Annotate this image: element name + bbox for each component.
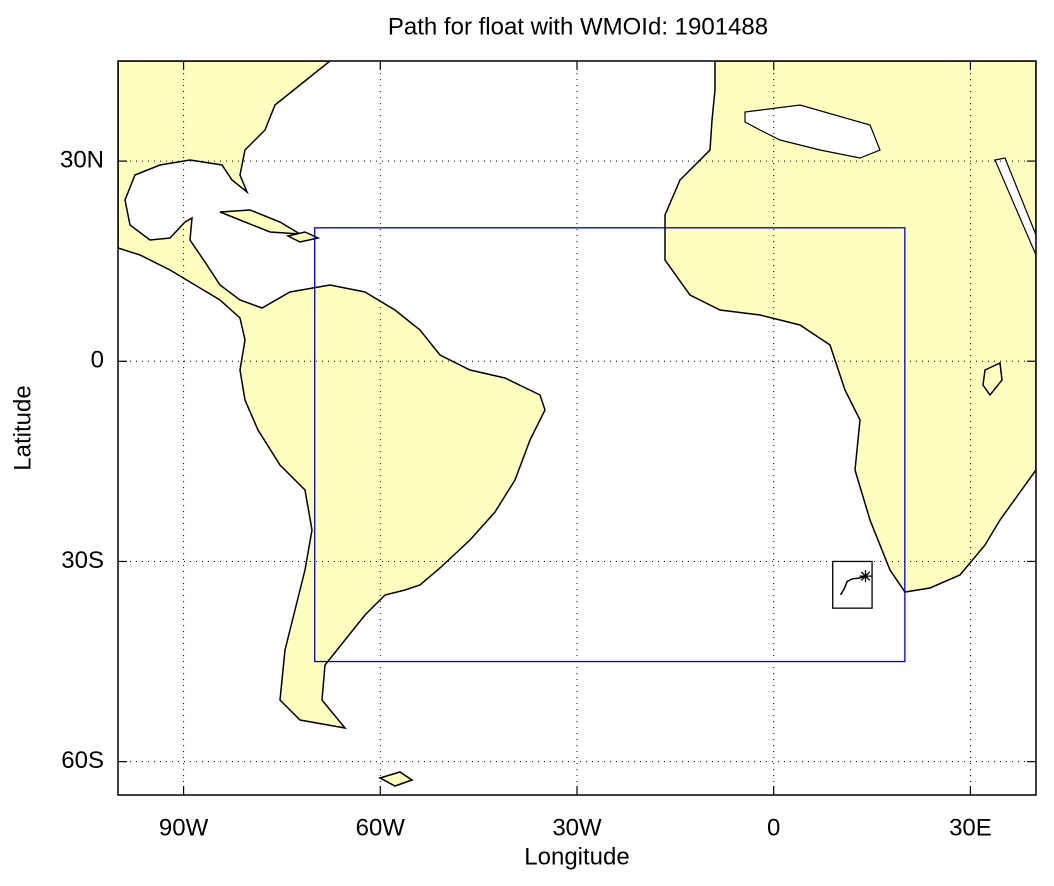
hispaniola xyxy=(285,231,321,243)
float-last-position xyxy=(859,570,872,583)
float-path xyxy=(839,575,866,596)
region-box xyxy=(314,227,906,663)
x-axis-label: Longitude xyxy=(524,843,629,870)
falklands xyxy=(378,771,414,787)
x-tick-label: 60W xyxy=(356,814,406,841)
x-tick-label: 90W xyxy=(159,814,209,841)
madagascar xyxy=(982,361,1003,397)
x-tick-label: 0 xyxy=(767,814,780,841)
land-layer xyxy=(118,61,1036,787)
y-tick-label: 0 xyxy=(91,347,104,374)
y-tick-label: 30S xyxy=(61,547,104,574)
africa-europe xyxy=(664,61,1036,593)
y-tick-label: 30N xyxy=(60,146,104,173)
chart-title: Path for float with WMOId: 1901488 xyxy=(388,13,768,40)
float-box xyxy=(832,560,873,609)
x-tick-label: 30E xyxy=(949,814,992,841)
americas xyxy=(118,61,546,730)
cuba xyxy=(219,209,301,235)
red-sea xyxy=(994,157,1036,256)
y-tick-label: 60S xyxy=(61,747,104,774)
y-axis-label: Latitude xyxy=(9,385,36,470)
x-tick-label: 30W xyxy=(552,814,602,841)
mediterranean xyxy=(744,104,881,159)
